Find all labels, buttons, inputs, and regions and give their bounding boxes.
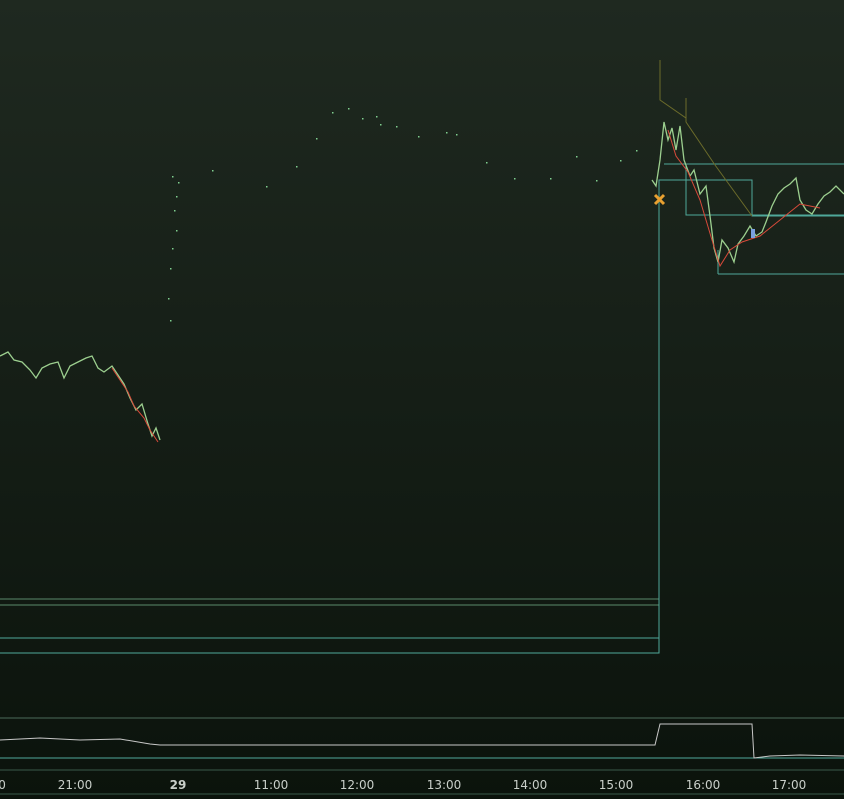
time-tick-label: 29 bbox=[170, 778, 187, 792]
trend-line bbox=[659, 60, 753, 217]
marker-x bbox=[653, 193, 666, 206]
time-tick-label: 16:00 bbox=[686, 778, 721, 792]
level-line bbox=[685, 164, 844, 216]
time-tick-label: 0 bbox=[0, 778, 6, 792]
time-tick-label: 15:00 bbox=[599, 778, 634, 792]
time-tick-label: 14:00 bbox=[513, 778, 548, 792]
price-trace bbox=[651, 121, 844, 265]
time-tick-label: 13:00 bbox=[427, 778, 462, 792]
time-tick-label: 17:00 bbox=[772, 778, 807, 792]
time-axis: 0 21:00 29 11:00 12:00 13:00 14:00 15:00 16:00 17… bbox=[0, 778, 806, 792]
level-box bbox=[0, 179, 844, 654]
levels bbox=[0, 60, 844, 654]
time-tick-label: 11:00 bbox=[254, 778, 289, 792]
indicator-line bbox=[0, 723, 844, 759]
time-tick-label: 12:00 bbox=[340, 778, 375, 792]
sparse-ticks bbox=[168, 108, 638, 322]
indicator-panel bbox=[0, 717, 844, 795]
time-tick-label: 21:00 bbox=[58, 778, 93, 792]
price-trace bbox=[0, 351, 161, 441]
marker bbox=[751, 229, 755, 238]
price-trace-down bbox=[667, 129, 821, 268]
price-trace-down bbox=[111, 367, 159, 443]
